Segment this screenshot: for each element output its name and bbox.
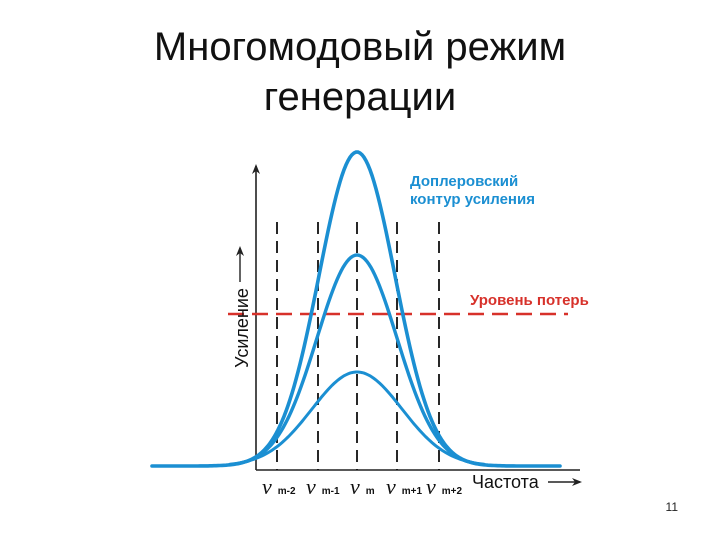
slide-title: Многомодовый режим генерации	[0, 22, 720, 122]
mode-sub: m-2	[278, 486, 296, 497]
mode-nu: ν	[426, 474, 436, 499]
mode-sub: m+1	[402, 486, 423, 497]
mode-label-m+1: ν m+1	[386, 474, 422, 499]
loss-level-label: Уровень потерь	[470, 292, 589, 309]
mode-labels: ν m-2 ν m-1 ν m ν m+1 ν m+2	[262, 474, 462, 499]
title-line-2: генерации	[263, 75, 457, 119]
gain-curves	[150, 150, 562, 468]
mode-sub: m	[366, 486, 375, 497]
gain-curve-mid	[233, 253, 481, 466]
x-axis-label: Частота	[472, 472, 540, 492]
mode-label-m-1: ν m-1	[306, 474, 340, 499]
mode-label-m: ν m	[350, 474, 375, 499]
gain-curve-low	[228, 370, 486, 466]
page-number: 11	[665, 500, 678, 514]
mode-sub: m-1	[322, 486, 340, 497]
gain-curve-high	[150, 150, 562, 468]
doppler-label-line-1: Доплеровский	[410, 173, 518, 190]
mode-nu: ν	[306, 474, 316, 499]
mode-label-m-2: ν m-2	[262, 474, 296, 499]
mode-nu: ν	[262, 474, 272, 499]
doppler-label-line-2: контур усиления	[410, 191, 535, 208]
mode-nu: ν	[386, 474, 396, 499]
mode-label-m+2: ν m+2	[426, 474, 462, 499]
title-line-1: Многомодовый режим	[153, 25, 567, 69]
mode-lines	[276, 222, 440, 470]
y-axis-label: Усиление	[232, 288, 252, 368]
mode-sub: m+2	[442, 486, 463, 497]
mode-nu: ν	[350, 474, 360, 499]
